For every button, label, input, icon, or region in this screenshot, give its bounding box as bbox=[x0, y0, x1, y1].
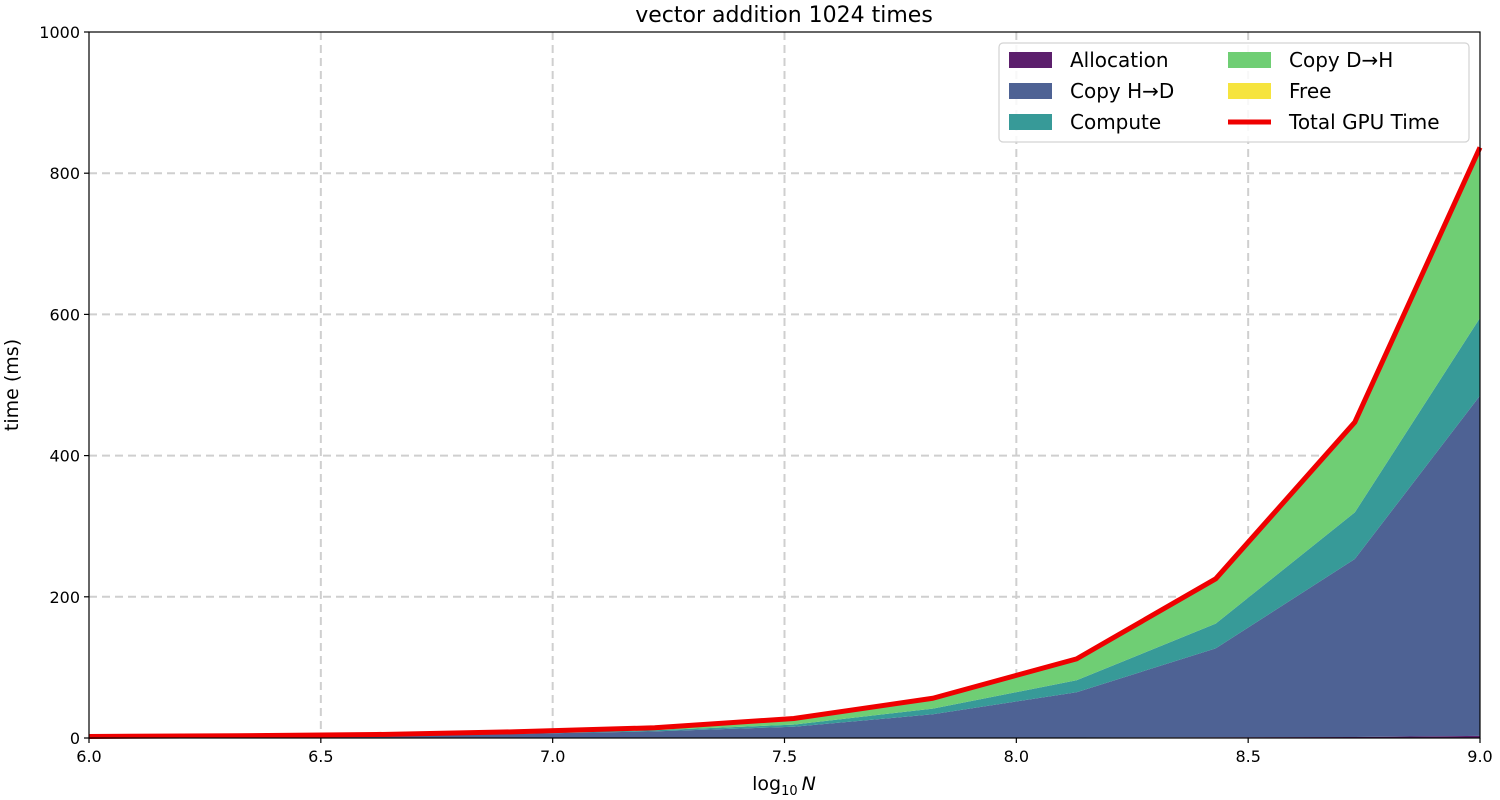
chart-title: vector addition 1024 times bbox=[635, 3, 933, 28]
x-tick-label: 8.5 bbox=[1235, 747, 1260, 766]
legend-swatch-compute bbox=[1009, 114, 1052, 130]
y-tick-label: 1000 bbox=[39, 23, 80, 42]
legend-label-copy-h-d: Copy H→D bbox=[1070, 79, 1174, 103]
legend-label-allocation: Allocation bbox=[1070, 48, 1169, 72]
y-tick-label: 400 bbox=[49, 447, 80, 466]
legend-label-free: Free bbox=[1289, 79, 1331, 103]
axis-ticks: 6.0 6.5 7.0 7.5 8.0 8.5 9.0 0 200 400 600 800 1000 bbox=[39, 23, 1492, 766]
x-tick-label: 9.0 bbox=[1467, 747, 1492, 766]
y-tick-label: 800 bbox=[49, 164, 80, 183]
legend-label-total-gpu-time: Total GPU Time bbox=[1288, 110, 1440, 134]
x-tick-label: 6.0 bbox=[76, 747, 101, 766]
x-axis-label: log10 N bbox=[752, 773, 816, 799]
y-tick-label: 600 bbox=[49, 305, 80, 324]
y-axis-label: time (ms) bbox=[1, 339, 23, 431]
total-line-group bbox=[88, 146, 1483, 739]
total-gpu-time-line bbox=[88, 146, 1483, 739]
y-tick-label: 0 bbox=[70, 729, 80, 748]
legend-swatch-copy-h-d bbox=[1009, 83, 1052, 99]
x-tick-label: 6.5 bbox=[308, 747, 333, 766]
x-tick-label: 7.0 bbox=[540, 747, 565, 766]
x-tick-label: 8.0 bbox=[1004, 747, 1029, 766]
legend-label-compute: Compute bbox=[1070, 110, 1161, 134]
legend-swatch-allocation bbox=[1009, 52, 1052, 68]
legend-swatch-free bbox=[1228, 83, 1271, 99]
legend-swatch-copy-d-h bbox=[1228, 52, 1271, 68]
area-copy-h-d bbox=[89, 395, 1480, 738]
y-tick-label: 200 bbox=[49, 588, 80, 607]
x-tick-label: 7.5 bbox=[772, 747, 797, 766]
legend: Allocation Copy H→D Compute Copy D→H Free Tot… bbox=[998, 42, 1470, 143]
legend-label-copy-d-h: Copy D→H bbox=[1289, 48, 1393, 72]
